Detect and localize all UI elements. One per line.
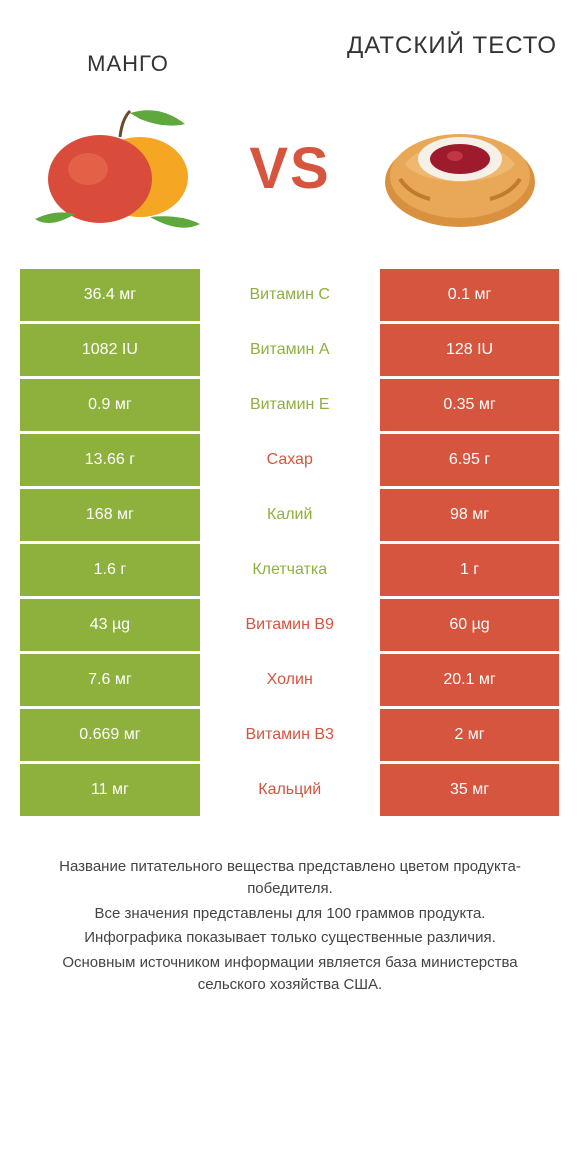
cell-right-value: 35 мг <box>380 764 560 816</box>
cell-left-value: 1.6 г <box>20 544 200 596</box>
cell-right-value: 2 мг <box>380 709 560 761</box>
table-row: 13.66 гСахар6.95 г <box>20 434 560 486</box>
table-row: 1.6 гКлетчатка1 г <box>20 544 560 596</box>
cell-left-value: 0.9 мг <box>20 379 200 431</box>
cell-nutrient-label: Витамин E <box>200 379 380 431</box>
footer-line: Название питательного вещества представл… <box>40 856 540 901</box>
footer-line: Все значения представлены для 100 граммо… <box>40 903 540 926</box>
title-left: Mанго <box>20 30 236 79</box>
cell-left-value: 7.6 мг <box>20 654 200 706</box>
header: Mанго Датский тесто <box>20 30 560 79</box>
cell-right-value: 6.95 г <box>380 434 560 486</box>
pastry-image <box>370 99 550 239</box>
cell-nutrient-label: Холин <box>200 654 380 706</box>
cell-nutrient-label: Сахар <box>200 434 380 486</box>
cell-right-value: 0.35 мг <box>380 379 560 431</box>
cell-left-value: 168 мг <box>20 489 200 541</box>
cell-right-value: 128 IU <box>380 324 560 376</box>
mango-image <box>30 99 210 239</box>
cell-left-value: 11 мг <box>20 764 200 816</box>
table-row: 36.4 мгВитамин C0.1 мг <box>20 269 560 321</box>
images-row: VS <box>20 99 560 239</box>
footer-notes: Название питательного вещества представл… <box>20 856 560 997</box>
footer-line: Основным источником информации является … <box>40 952 540 997</box>
table-row: 43 µgВитамин B960 µg <box>20 599 560 651</box>
cell-nutrient-label: Кальций <box>200 764 380 816</box>
cell-right-value: 60 µg <box>380 599 560 651</box>
cell-nutrient-label: Калий <box>200 489 380 541</box>
cell-nutrient-label: Витамин B9 <box>200 599 380 651</box>
cell-nutrient-label: Витамин A <box>200 324 380 376</box>
cell-left-value: 36.4 мг <box>20 269 200 321</box>
table-row: 1082 IUВитамин A128 IU <box>20 324 560 376</box>
cell-right-value: 98 мг <box>380 489 560 541</box>
table-row: 0.669 мгВитамин B32 мг <box>20 709 560 761</box>
table-row: 0.9 мгВитамин E0.35 мг <box>20 379 560 431</box>
cell-left-value: 13.66 г <box>20 434 200 486</box>
cell-left-value: 43 µg <box>20 599 200 651</box>
cell-right-value: 20.1 мг <box>380 654 560 706</box>
infographic-container: Mанго Датский тесто VS <box>0 0 580 1019</box>
table-row: 168 мгКалий98 мг <box>20 489 560 541</box>
footer-line: Инфографика показывает только существенн… <box>40 927 540 950</box>
table-row: 7.6 мгХолин20.1 мг <box>20 654 560 706</box>
cell-right-value: 0.1 мг <box>380 269 560 321</box>
cell-right-value: 1 г <box>380 544 560 596</box>
cell-nutrient-label: Витамин B3 <box>200 709 380 761</box>
cell-left-value: 0.669 мг <box>20 709 200 761</box>
cell-left-value: 1082 IU <box>20 324 200 376</box>
table-row: 11 мгКальций35 мг <box>20 764 560 816</box>
comparison-table: 36.4 мгВитамин C0.1 мг1082 IUВитамин A12… <box>20 269 560 816</box>
title-right: Датский тесто <box>344 30 560 61</box>
cell-nutrient-label: Клетчатка <box>200 544 380 596</box>
cell-nutrient-label: Витамин C <box>200 269 380 321</box>
vs-label: VS <box>249 135 330 202</box>
